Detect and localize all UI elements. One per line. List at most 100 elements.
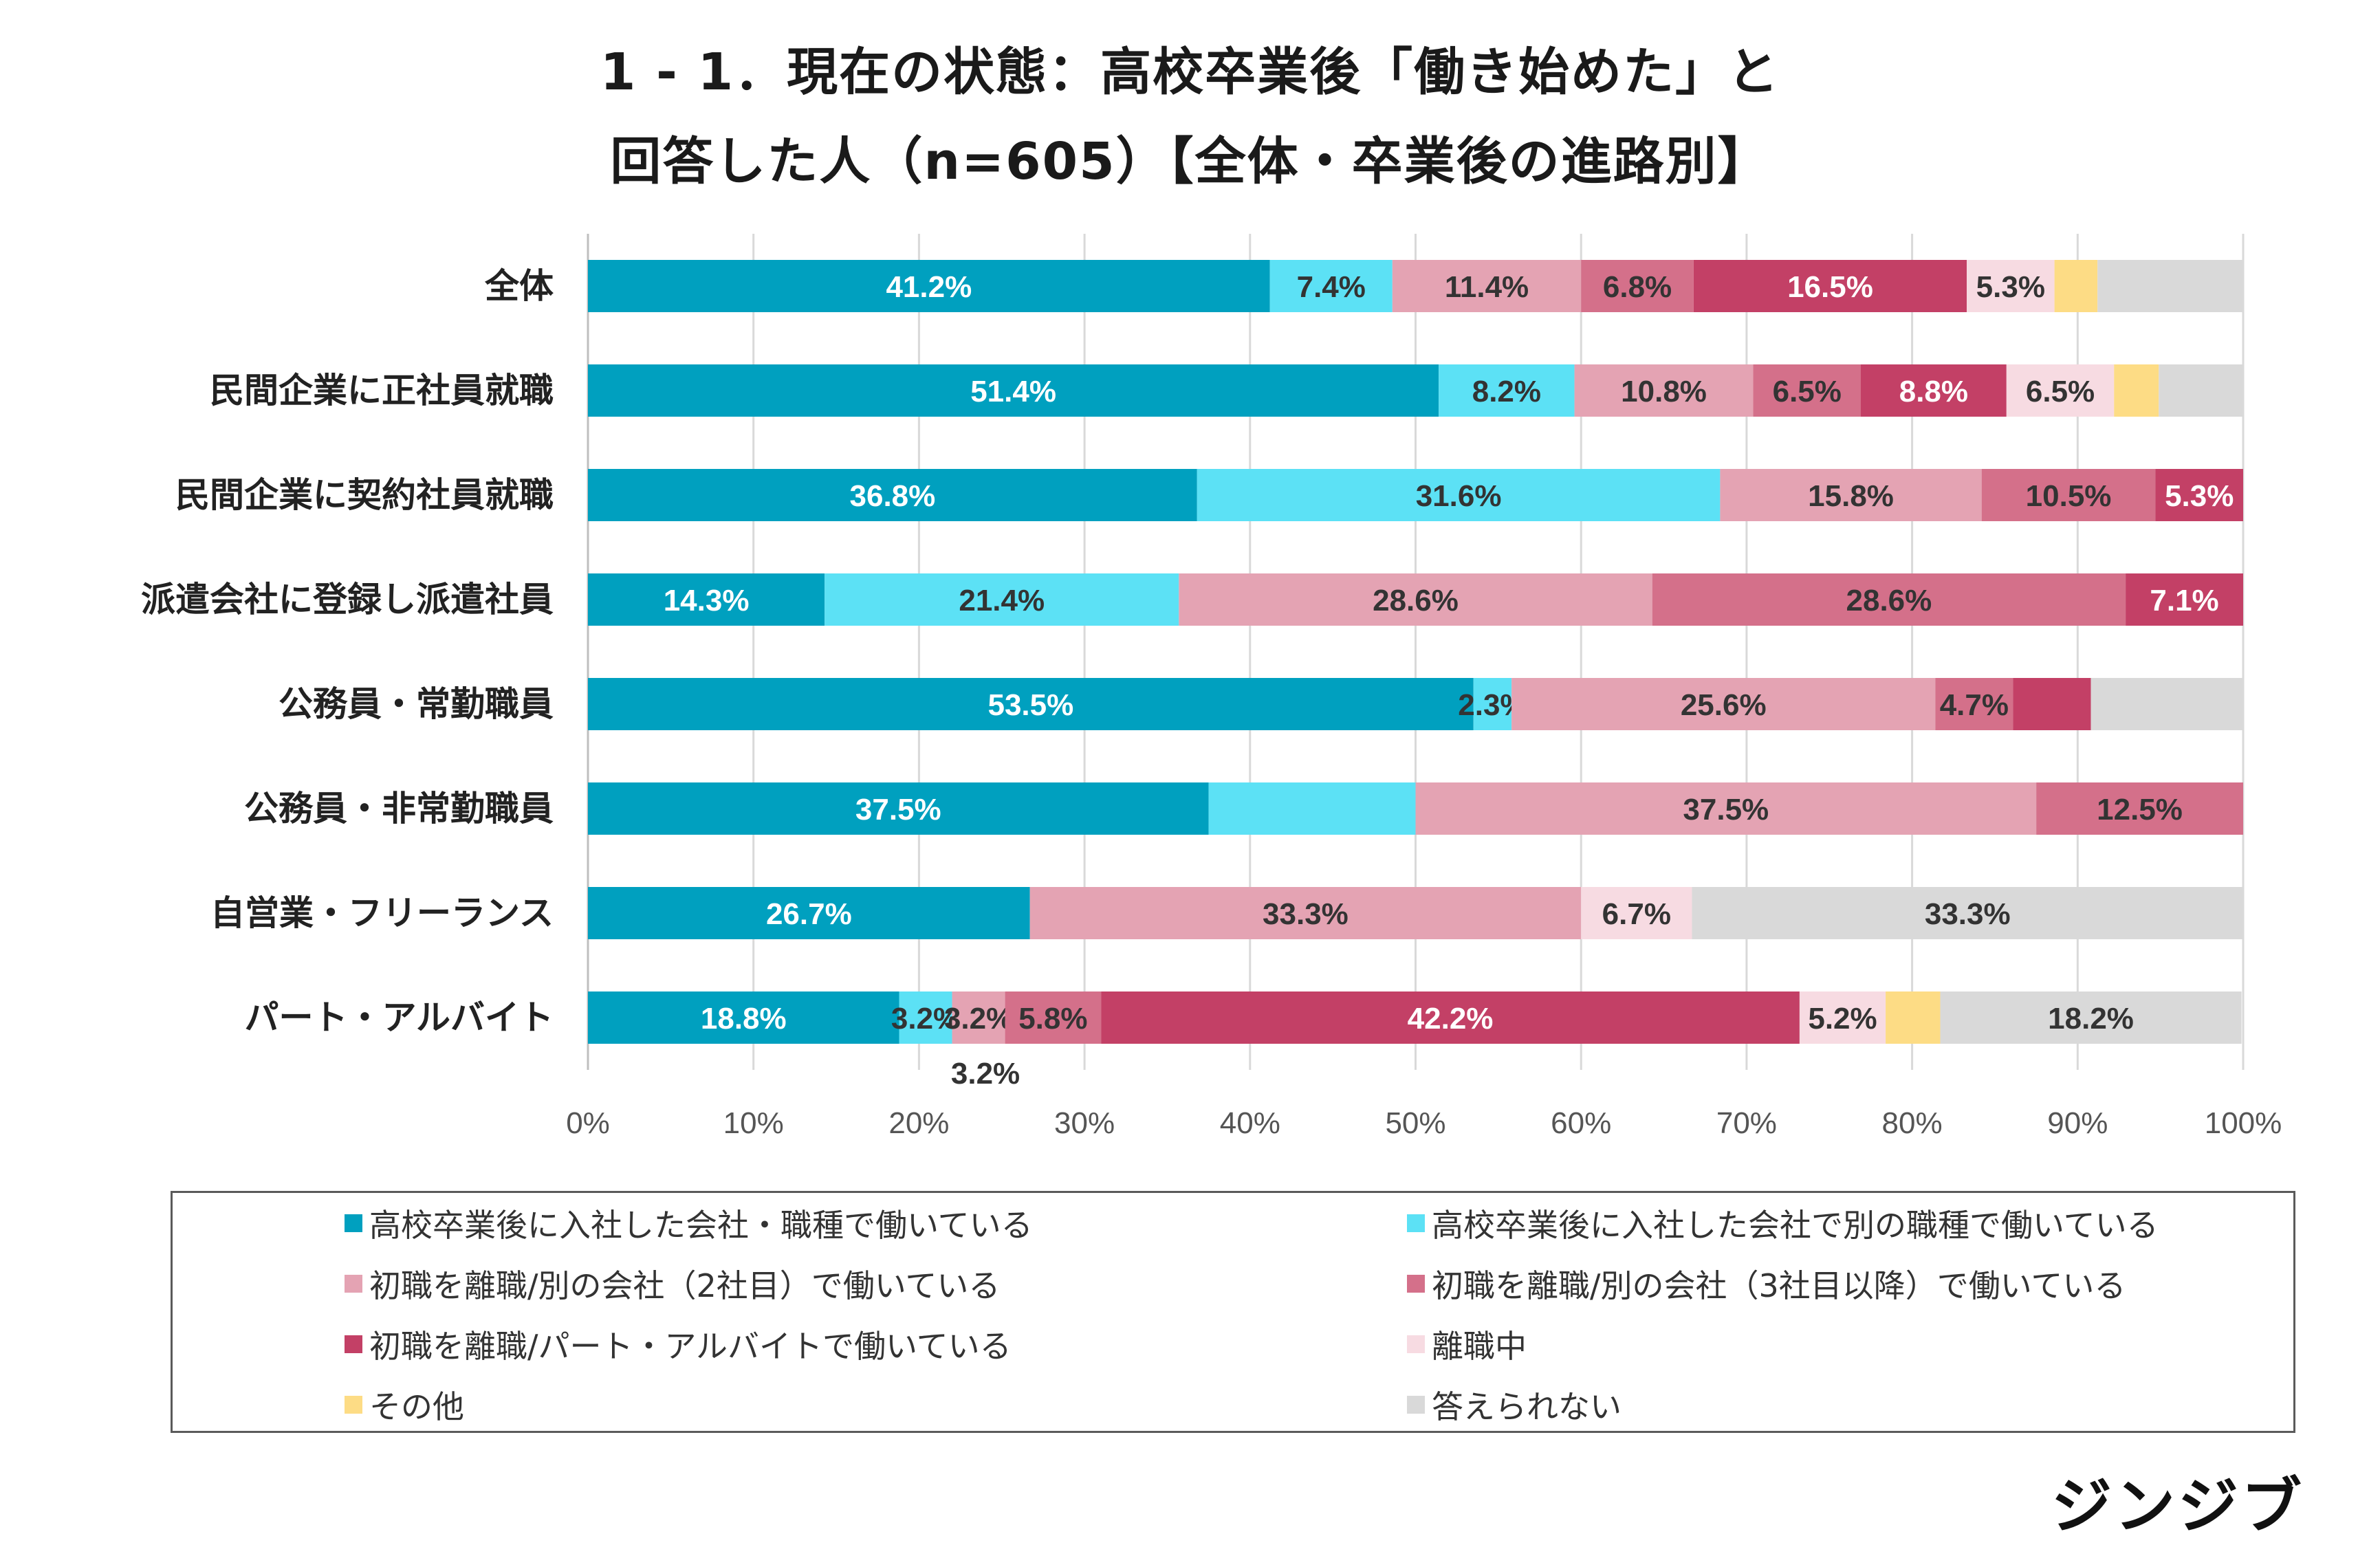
data-label-outside: 3.2% (951, 1057, 1020, 1091)
data-label: 5.3% (1976, 270, 2045, 304)
bar-segment (952, 991, 1005, 1044)
legend: 高校卒業後に入社した会社・職種で働いている 高校卒業後に入社した会社で別の職種で働… (171, 1191, 2295, 1433)
data-label: 10.8% (1621, 375, 1707, 408)
legend-swatch (345, 1214, 362, 1232)
data-label: 7.1% (2150, 584, 2218, 617)
x-tick-label: 100% (2205, 1106, 2282, 1140)
data-label: 33.3% (1263, 897, 1349, 931)
title-line-2: 回答した人（n=605）【全体・卒業後の進路別】 (610, 132, 1770, 191)
bar-segment (588, 678, 1474, 730)
data-label: 14.3% (664, 584, 750, 617)
bar-segment (1415, 782, 2037, 835)
bar-segment (1005, 991, 1102, 1044)
data-label: 6.8% (1603, 270, 1672, 304)
legend-swatch (345, 1275, 362, 1293)
bar-segment (825, 573, 1179, 626)
category-label: 民間企業に正社員就職 (210, 371, 554, 410)
bar-segment (588, 887, 1030, 939)
bar-segment (588, 573, 825, 626)
bar-segment (2036, 782, 2243, 835)
data-label: 18.2% (2048, 1002, 2134, 1036)
bar-segment (1940, 991, 2242, 1044)
legend-label: 離職中 (1432, 1328, 1527, 1365)
category-label: 派遣会社に登録し派遣社員 (141, 580, 554, 620)
data-label: 7.4% (1297, 270, 1366, 304)
legend-label: 高校卒業後に入社した会社で別の職種で働いている (1432, 1207, 2159, 1244)
data-label: 42.2% (1408, 1002, 1494, 1036)
x-tick-label: 60% (1551, 1106, 1611, 1140)
data-label: 41.2% (886, 270, 972, 304)
legend-item: 初職を離職/別の会社（2社目）で働いている (345, 1253, 1000, 1314)
legend-label: 初職を離職/別の会社（3社目以降）で働いている (1432, 1267, 2126, 1304)
legend-swatch (1407, 1396, 1425, 1414)
bar-segment (588, 364, 1439, 417)
legend-item: 離職中 (1407, 1314, 1527, 1374)
bar-segment (1935, 678, 2013, 730)
bar-segment (1799, 991, 1886, 1044)
bar-segment (1473, 678, 1512, 730)
legend-label: 初職を離職/別の会社（2社目）で働いている (369, 1267, 1001, 1304)
category-label: 公務員・常勤職員 (279, 684, 554, 724)
legend-item: 高校卒業後に入社した会社・職種で働いている (345, 1193, 1033, 1253)
bar-segment (588, 991, 899, 1044)
bar-segment (1886, 991, 1941, 1044)
bar-segment (2006, 364, 2115, 417)
legend-item: 初職を離職/別の会社（3社目以降）で働いている (1407, 1253, 2126, 1314)
legend-label: 答えられない (1432, 1388, 1622, 1425)
data-label: 37.5% (855, 793, 941, 826)
data-label: 51.4% (970, 375, 1056, 408)
bar-segment (1179, 573, 1652, 626)
bar-segment (2114, 364, 2159, 417)
x-tick-label: 40% (1220, 1106, 1280, 1140)
data-label: 8.8% (1899, 375, 1968, 408)
bar-segment (2090, 678, 2243, 730)
bar-segment (1967, 260, 2055, 312)
data-label: 6.7% (1602, 897, 1671, 931)
data-label: 37.5% (1683, 793, 1769, 826)
bar-segment (1692, 887, 2243, 939)
bar-segment (2159, 364, 2243, 417)
legend-item: 高校卒業後に入社した会社で別の職種で働いている (1407, 1193, 2159, 1253)
bar-segment (1208, 782, 1416, 835)
bar-segment (1753, 364, 1861, 417)
bar-segment (1029, 887, 1582, 939)
data-label: 31.6% (1416, 479, 1502, 513)
data-label: 26.7% (766, 897, 852, 931)
data-label: 15.8% (1808, 479, 1894, 513)
legend-label: その他 (369, 1388, 464, 1425)
bar-segment (1511, 678, 1936, 730)
data-label: 6.5% (1773, 375, 1842, 408)
data-label: 3.2% (944, 1002, 1013, 1036)
x-tick-label: 10% (723, 1106, 784, 1140)
data-label: 5.3% (2165, 479, 2234, 513)
data-label: 53.5% (987, 688, 1073, 722)
bar-segment (588, 260, 1270, 312)
data-label: 11.4% (1445, 270, 1529, 304)
x-tick-label: 20% (888, 1106, 949, 1140)
legend-swatch (345, 1396, 362, 1414)
bar-segment (899, 991, 952, 1044)
bar-segment (1101, 991, 1800, 1044)
legend-swatch (1407, 1214, 1425, 1232)
brand-logo: ジンジブ (2051, 1471, 2304, 1542)
bar-segment (2155, 469, 2243, 521)
legend-item: その他 (345, 1374, 464, 1435)
category-label: パート・アルバイト (245, 998, 554, 1038)
bar-segment (2054, 260, 2098, 312)
data-label: 16.5% (1787, 270, 1873, 304)
legend-swatch (1407, 1335, 1425, 1353)
data-label: 25.6% (1681, 688, 1767, 722)
bar-segment (2013, 678, 2091, 730)
data-label: 10.5% (2026, 479, 2112, 513)
bar-segment (1581, 260, 1694, 312)
data-label: 33.3% (1925, 897, 2011, 931)
bar-segment (588, 782, 1209, 835)
legend-label: 初職を離職/パート・アルバイトで働いている (369, 1328, 1012, 1365)
data-label: 36.8% (850, 479, 936, 513)
bar-segment (1652, 573, 2126, 626)
category-label: 公務員・非常勤職員 (244, 789, 554, 829)
x-tick-label: 80% (1882, 1106, 1943, 1140)
bar-segment (1197, 469, 1721, 521)
bar-segment (1693, 260, 1967, 312)
data-label: 12.5% (2097, 793, 2183, 826)
